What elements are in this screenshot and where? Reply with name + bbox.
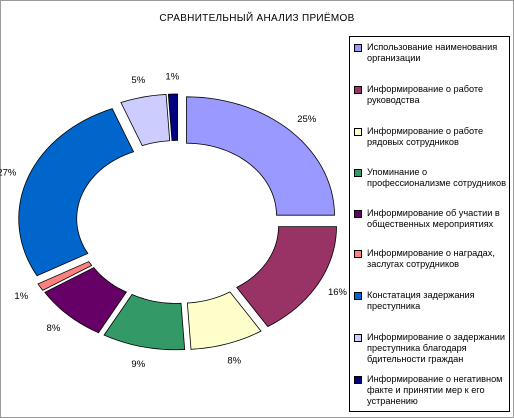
donut-slice-9 (167, 93, 179, 141)
donut-slice-6 (37, 261, 93, 291)
slice-label-6: 1% (14, 291, 28, 302)
donut-slice-8 (120, 94, 171, 147)
slice-label-2: 16% (328, 287, 348, 298)
donut-slice-5 (44, 267, 128, 334)
legend-swatch-4 (354, 169, 362, 177)
legend-swatch-9 (354, 376, 362, 384)
legend-label-6: Информирование о наградах, заслугах сотр… (367, 248, 495, 269)
slice-label-1: 25% (297, 114, 317, 125)
legend-swatch-8 (354, 334, 362, 342)
donut-slice-2 (236, 226, 337, 328)
legend-swatch-1 (354, 44, 362, 52)
legend-swatch-5 (354, 210, 362, 218)
slice-label-4: 9% (131, 359, 145, 370)
legend-swatch-7 (354, 292, 362, 300)
donut-slice-7 (18, 108, 135, 277)
legend-label-3: Информирование о работе рядовых сотрудни… (367, 126, 484, 147)
chart-title: СРАВНИТЕЛЬНЫЙ АНАЛИЗ ПРИЁМОВ (159, 13, 355, 24)
legend-swatch-2 (354, 86, 362, 94)
legend-label-8: Информирование о задержании преступника … (367, 332, 506, 364)
slice-label-8: 5% (131, 75, 145, 86)
legend-swatch-6 (354, 250, 362, 258)
legend-label-5: Информирование об участии в общественных… (367, 208, 500, 229)
slice-label-9: 1% (165, 72, 179, 83)
slice-label-5: 8% (47, 323, 61, 334)
legend-label-9: Информирование о негативном факте и прин… (367, 374, 503, 406)
slice-label-7: 27% (0, 168, 17, 179)
donut-slice-3 (186, 291, 262, 350)
legend-label-7: Констатация задержания преступника (367, 290, 475, 311)
slice-label-3: 8% (227, 356, 241, 367)
legend-label-1: Использование наименования организации (367, 42, 498, 63)
donut-slice-4 (103, 293, 186, 351)
chart-legend: Использование наименования организации Ин… (349, 36, 510, 412)
legend-swatch-3 (354, 128, 362, 136)
donut-slice-1 (186, 96, 335, 216)
legend-label-4: Упоминание о профессионализме сотруднико… (367, 167, 506, 188)
legend-label-2: Информирование о работе руководства (367, 84, 484, 105)
